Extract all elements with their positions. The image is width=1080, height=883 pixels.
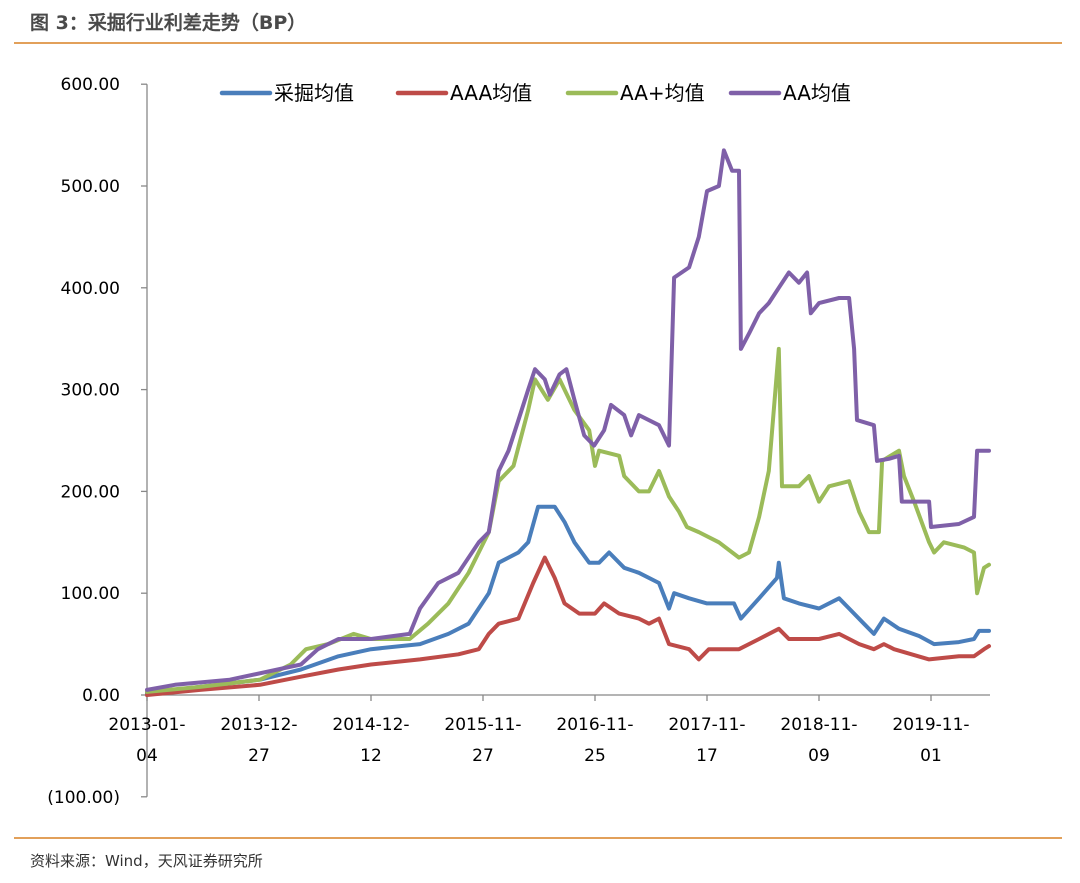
y-tick-label: 300.00 xyxy=(61,381,120,401)
legend-label: AAA均值 xyxy=(450,81,532,105)
x-tick-label-day: 04 xyxy=(136,746,158,766)
x-tick-label: 2019-11- xyxy=(892,715,969,735)
header-rule xyxy=(14,42,1062,44)
y-tick-label: 500.00 xyxy=(61,177,120,197)
x-tick-label-day: 25 xyxy=(584,746,606,766)
y-tick-label: 400.00 xyxy=(61,279,120,299)
legend-item-2: AA+均值 xyxy=(565,81,705,105)
x-tick-label-day: 17 xyxy=(696,746,718,766)
y-tick-label: (100.00) xyxy=(47,788,120,808)
x-tick-label: 2013-12- xyxy=(220,715,297,735)
x-tick-label: 2014-12- xyxy=(332,715,409,735)
x-tick-label-day: 27 xyxy=(248,746,270,766)
y-tick-label: 0.00 xyxy=(82,686,120,706)
x-tick-label-day: 09 xyxy=(808,746,830,766)
x-tick-label-day: 27 xyxy=(472,746,494,766)
y-tick-label: 100.00 xyxy=(61,584,120,604)
x-tick-label: 2015-11- xyxy=(444,715,521,735)
x-tick-label-day: 01 xyxy=(920,746,942,766)
x-tick-label: 2018-11- xyxy=(780,715,857,735)
legend-item-0: 采掘均值 xyxy=(219,81,354,105)
legend-label: AA均值 xyxy=(783,81,851,105)
source-note: 资料来源：Wind，天风证券研究所 xyxy=(30,852,263,870)
x-tick-label-day: 12 xyxy=(360,746,382,766)
legend-label: AA+均值 xyxy=(620,81,705,105)
y-tick-label: 200.00 xyxy=(61,482,120,502)
x-tick-label: 2013-01- xyxy=(108,715,185,735)
footer-rule xyxy=(14,837,1062,839)
legend-label: 采掘均值 xyxy=(274,81,354,105)
x-tick-label: 2017-11- xyxy=(668,715,745,735)
series-line-3 xyxy=(145,148,991,692)
series-line-2 xyxy=(145,346,991,694)
series-line-0 xyxy=(145,504,991,695)
legend-item-3: AA均值 xyxy=(728,81,851,105)
legend-item-1: AAA均值 xyxy=(395,81,532,105)
y-tick-label: 600.00 xyxy=(61,75,120,95)
x-tick-label: 2016-11- xyxy=(556,715,633,735)
figure-title: 图 3：采掘行业利差走势（BP） xyxy=(30,12,307,34)
series-line-1 xyxy=(145,555,991,697)
